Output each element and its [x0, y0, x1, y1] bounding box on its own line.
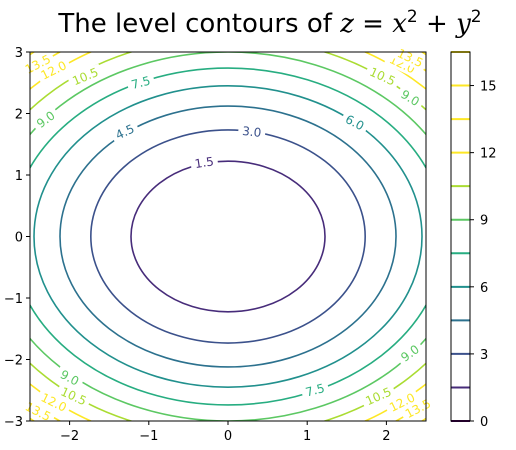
colorbar-tick-label: 12: [480, 147, 497, 162]
contour-label-bg: [300, 380, 330, 401]
colorbar-tick-label: 15: [480, 80, 497, 95]
contour-label-bg: [30, 106, 61, 134]
colorbar: 0 3 6 9 12 15: [450, 51, 497, 430]
contour-label-bg: [237, 123, 266, 141]
y-tick-label: 3: [15, 46, 23, 61]
colorbar-tick-label: 6: [480, 281, 488, 296]
colorbar-tick-label: 3: [480, 348, 488, 363]
y-tick-label: −3: [4, 415, 23, 430]
x-tick-label: 2: [382, 429, 390, 444]
colorbar-ticks: 0 3 6 9 12 15: [470, 80, 497, 430]
contour-label-bg: [360, 383, 397, 410]
y-tick-label: −1: [4, 292, 23, 307]
contour-label-bg: [364, 63, 401, 90]
contour-label: 10.5: [367, 65, 397, 89]
title-var-z: z: [339, 9, 354, 39]
y-tick-label: 2: [15, 108, 23, 123]
contour-label-bg: [126, 72, 156, 93]
contour-label: 7.5: [304, 381, 326, 399]
contour-labels: 1.53.04.5 6.07.57.59.09.09.09.010.5 10.510…: [19, 44, 437, 426]
contour-label-bg: [391, 44, 429, 72]
contour-line-6.0: [33, 85, 423, 388]
x-tick-label: 0: [224, 429, 232, 444]
contour-label-bg: [339, 110, 370, 136]
colorbar-tick-label: 9: [480, 214, 488, 229]
contour-label: 1.5: [194, 154, 215, 171]
contour-label-bg: [19, 50, 57, 79]
x-tick-label: −2: [60, 429, 79, 444]
title-var-y: y: [455, 9, 471, 39]
x-tick-label: 1: [303, 429, 311, 444]
colorbar-frame: [450, 51, 471, 422]
contour-label-bg: [35, 56, 73, 85]
contour-label-bg: [67, 63, 104, 90]
title-var-x: x: [392, 9, 407, 39]
contour-label-bg: [54, 365, 85, 391]
contour-line-1.5: [130, 160, 326, 313]
contour-label-bg: [35, 388, 73, 417]
y-tick-label: 0: [15, 231, 23, 246]
title-equals: =: [354, 9, 392, 39]
colorbar-tick-label: 0: [480, 415, 488, 430]
title-prefix: The level contours of: [57, 9, 340, 39]
title-plus: +: [418, 9, 456, 39]
contour-label-bg: [383, 388, 421, 417]
contour-label-bg: [395, 339, 426, 367]
contour-label-bg: [109, 119, 141, 144]
title-exp-y: 2: [471, 7, 482, 27]
contour-label-bg: [399, 394, 437, 423]
contour-line-7.5: [30, 67, 426, 406]
contour-label: 10.5: [70, 65, 100, 88]
contour-label-bg: [189, 153, 219, 172]
contour-label: 7.5: [130, 74, 152, 92]
contour-label-bg: [394, 85, 426, 112]
chart-title: The level contours of z = x2 + y2: [57, 7, 481, 39]
contour-label: 3.0: [242, 124, 262, 140]
contour-line-3.0: [90, 129, 366, 344]
contour-line-4.5: [59, 105, 397, 368]
title-exp-x: 2: [407, 7, 418, 27]
contour-label-bg: [19, 397, 57, 426]
x-tick-label: −1: [139, 429, 158, 444]
x-axis: −2 −1 0 1 2: [60, 421, 391, 444]
contour-label-bg: [55, 383, 92, 410]
y-axis: −3 −2 −1 0 1 2 3: [4, 46, 30, 430]
y-tick-label: −2: [4, 354, 23, 369]
colorbar-level-lines: [451, 51, 470, 422]
y-tick-label: 1: [15, 169, 23, 184]
